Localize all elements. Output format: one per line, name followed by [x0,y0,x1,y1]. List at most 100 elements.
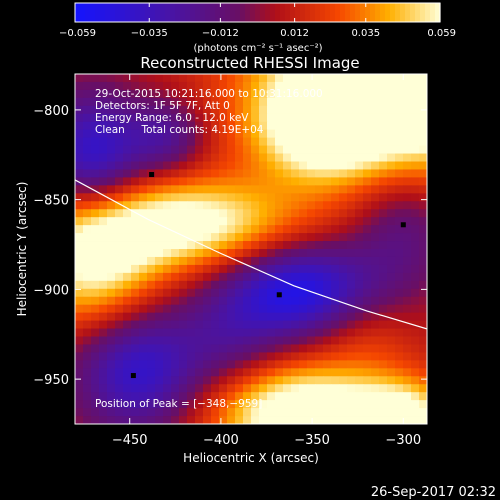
heatmap-cell [219,288,228,298]
heatmap-cell [299,81,308,91]
heatmap-cell [211,169,220,178]
heatmap-cell [227,344,236,353]
heatmap-cell [179,280,188,290]
heatmap-cell [403,233,412,242]
colorbar-cell [135,3,141,22]
footer-timestamp: 26-Sep-2017 02:32 [371,485,496,500]
heatmap-cell [363,177,372,186]
colorbar-cell [420,3,426,22]
heatmap-cell [83,105,92,115]
heatmap-cell [107,201,116,210]
heatmap-cell [315,336,324,345]
colorbar-cell [200,3,206,22]
heatmap-cell [419,89,428,99]
heatmap-cell [363,185,372,194]
heatmap-cell [379,256,388,266]
heatmap-cell [147,384,156,393]
heatmap-cell [131,113,140,123]
heatmap-cell [379,336,388,345]
heatmap-cell [315,408,324,417]
heatmap-cell [347,360,356,369]
heatmap-cell [75,336,84,345]
colorbar-cell [405,3,411,22]
heatmap-cell [131,272,140,282]
heatmap-cell [243,400,252,409]
heatmap-cell [211,81,220,91]
heatmap-cell [227,416,236,425]
heatmap-cell [403,320,412,329]
heatmap-cell [243,137,252,146]
colorbar-tick-label: 0.059 [427,28,456,39]
heatmap-cell [387,161,396,170]
heatmap-cell [363,328,372,337]
heatmap-cell [203,296,212,306]
heatmap-cell [83,312,92,321]
heatmap-cell [403,280,412,290]
heatmap-cell [115,368,124,377]
heatmap-cell [259,264,268,274]
heatmap-cell [275,97,284,107]
heatmap-cell [99,360,108,369]
heatmap-cell [387,249,396,258]
heatmap-cell [211,320,220,329]
heatmap-cell [411,304,420,314]
heatmap-cell [259,392,268,401]
heatmap-cell [419,161,428,170]
heatmap-cell [187,74,196,83]
heatmap-cell [219,344,228,353]
heatmap-cell [283,217,292,226]
heatmap-cell [195,74,204,83]
heatmap-cell [379,249,388,258]
heatmap-cell [371,288,380,298]
heatmap-cell [235,201,244,210]
heatmap-cell [211,137,220,146]
heatmap-cell [203,384,212,393]
heatmap-cell [211,256,220,266]
heatmap-cell [283,169,292,178]
heatmap-cell [339,320,348,329]
heatmap-cell [235,89,244,99]
heatmap-cell [275,312,284,321]
heatmap-cell [83,304,92,314]
heatmap-cell [355,352,364,361]
heatmap-cell [115,177,124,186]
heatmap-cell [219,280,228,290]
heatmap-cell [75,153,84,162]
heatmap-cell [323,169,332,178]
heatmap-cell [275,280,284,290]
heatmap-cell [155,81,164,91]
heatmap-cell [99,352,108,361]
heatmap-cell [123,97,132,107]
heatmap-cell [155,408,164,417]
heatmap-cell [243,344,252,353]
heatmap-cell [131,81,140,91]
heatmap-cell [331,193,340,202]
heatmap-cell [323,185,332,194]
heatmap-cell [83,193,92,202]
heatmap-cell [163,217,172,226]
heatmap-cell [299,256,308,266]
heatmap-cell [115,352,124,361]
heatmap-cell [75,264,84,274]
heatmap-cell [411,272,420,282]
colorbar-cell [245,3,251,22]
heatmap-cell [195,280,204,290]
heatmap-cell [339,249,348,258]
heatmap-cell [75,408,84,417]
heatmap-cell [331,408,340,417]
heatmap-cell [123,376,132,385]
heatmap-cell [291,264,300,274]
heatmap-cell [331,256,340,266]
heatmap-cell [411,328,420,337]
heatmap-cell [395,392,404,401]
colorbar-cell [205,3,211,22]
heatmap-cell [203,280,212,290]
heatmap-cell [203,233,212,242]
heatmap-cell [275,121,284,131]
heatmap-cell [179,97,188,107]
heatmap-cell [123,304,132,314]
heatmap-cell [235,392,244,401]
heatmap-cell [203,193,212,202]
heatmap-cell [387,384,396,393]
heatmap-cell [243,193,252,202]
